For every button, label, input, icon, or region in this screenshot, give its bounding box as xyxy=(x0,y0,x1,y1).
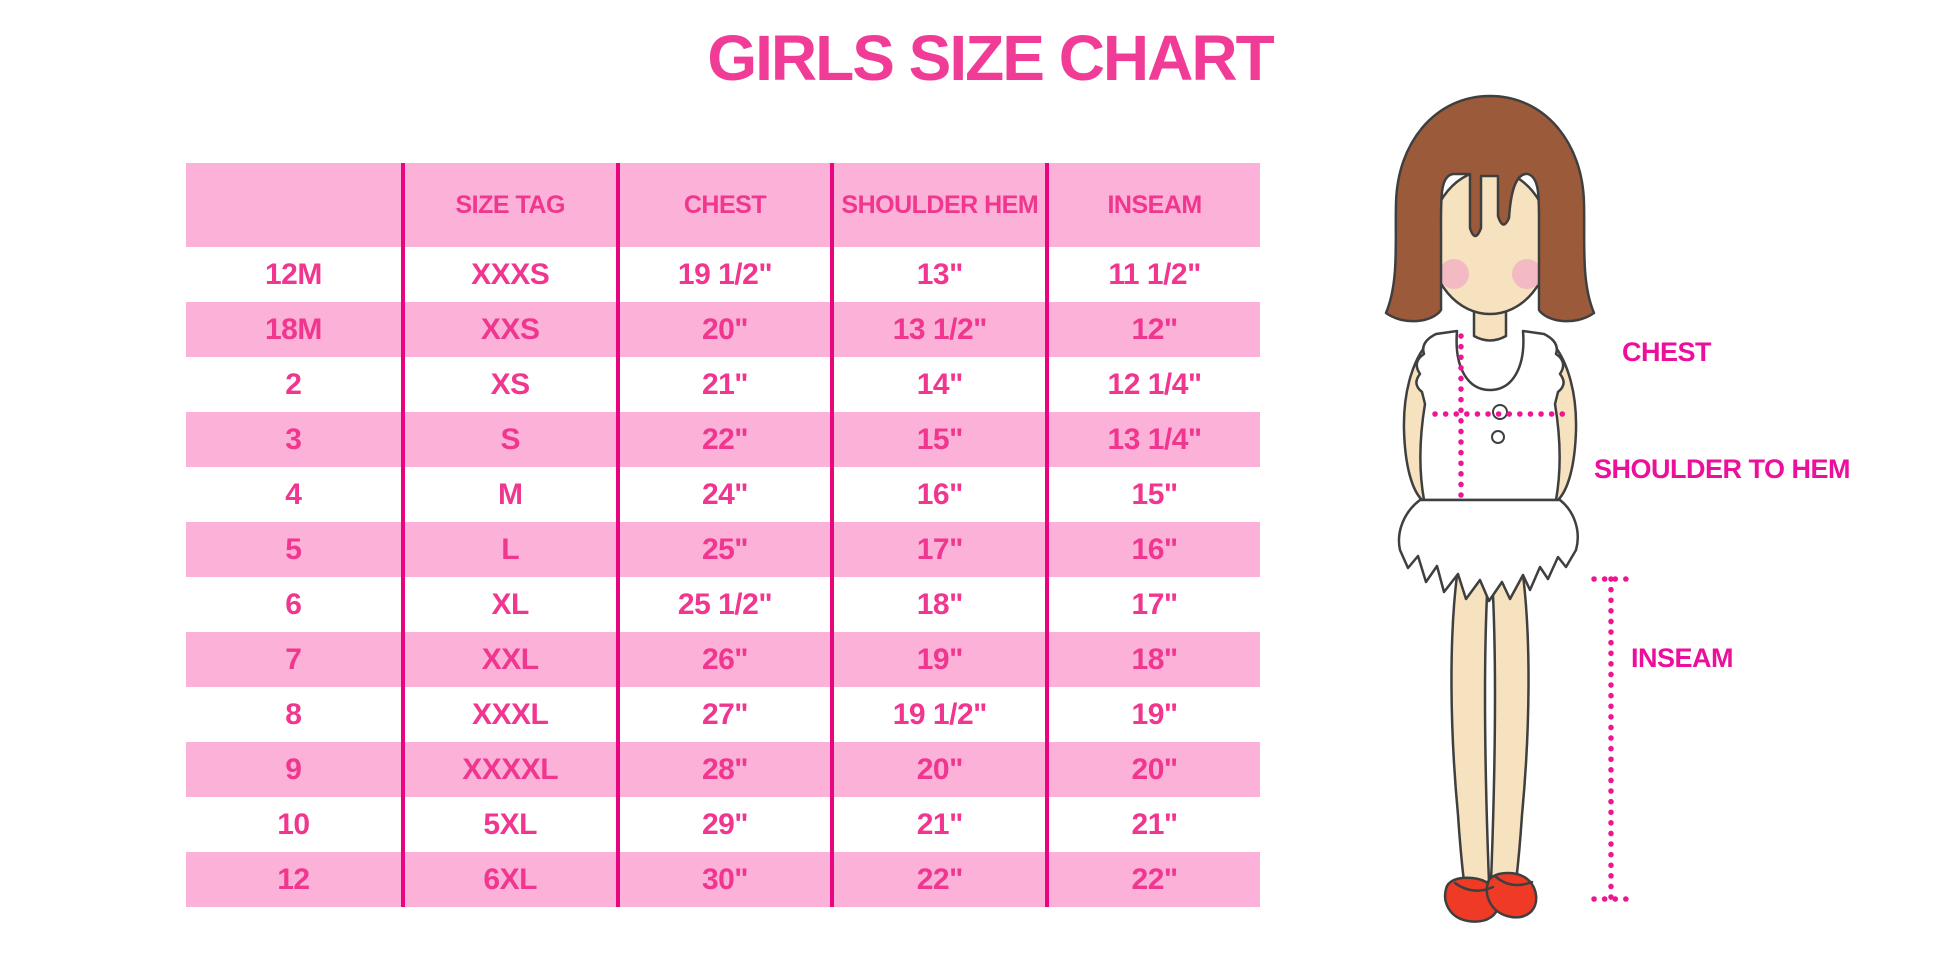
table-cell: 12 1/4" xyxy=(1045,357,1260,412)
table-cell: XS xyxy=(400,357,616,412)
header-cell: CHEST xyxy=(615,163,831,247)
table-cell: 22" xyxy=(830,852,1045,907)
table-cell: 18M xyxy=(264,312,322,346)
table-cell: XXXXL xyxy=(400,742,616,797)
table-cell: 15" xyxy=(1045,467,1260,522)
table-row: 18M XXS 20" 13 1/2" 12" xyxy=(186,302,1260,357)
blush-right xyxy=(1512,259,1542,289)
table-cell: 19 1/2" xyxy=(615,247,831,302)
table-cell: 26" xyxy=(615,632,831,687)
shoe-left-strap xyxy=(1453,881,1495,892)
table-cell: 25 1/2" xyxy=(615,577,831,632)
table-cell: 24" xyxy=(615,467,831,522)
table-row: 3 S 22" 15" 13 1/4" xyxy=(186,412,1260,467)
table-cell: 21" xyxy=(830,797,1045,852)
table-cell: 6XL xyxy=(400,852,616,907)
table-cell: 25" xyxy=(615,522,831,577)
table-cell: 19" xyxy=(1045,687,1260,742)
shoe-right-strap xyxy=(1494,875,1534,887)
table-cell: XXL xyxy=(400,632,616,687)
table-row: 10 5XL 29" 21" 21" xyxy=(186,797,1260,852)
page-title: GIRLS SIZE CHART xyxy=(707,22,1274,94)
table-cell: 20" xyxy=(830,742,1045,797)
table-row: 8 XXXL 27" 19 1/2" 19" xyxy=(186,687,1260,742)
girl-face xyxy=(1428,168,1552,316)
table-cell: 13 1/4" xyxy=(1045,412,1260,467)
table-header-row: SIZE TAG CHEST SHOULDER HEM INSEAM xyxy=(186,163,1260,247)
table-cell: S xyxy=(400,412,616,467)
blush-left xyxy=(1439,259,1469,289)
table-cell: 17" xyxy=(830,522,1045,577)
header-cell: SHOULDER HEM xyxy=(830,163,1045,247)
table-cell: 13" xyxy=(830,247,1045,302)
table-row: 5 L 25" 17" 16" xyxy=(186,522,1260,577)
table-cell: 21" xyxy=(615,357,831,412)
table-cell: 19" xyxy=(830,632,1045,687)
table-cell: 5XL xyxy=(400,797,616,852)
table-cell: 18" xyxy=(830,577,1045,632)
header-cell xyxy=(186,163,401,247)
table-cell: 22" xyxy=(1045,852,1260,907)
table-cell: 22" xyxy=(615,412,831,467)
table-cell: 29" xyxy=(615,797,831,852)
table-cell: XXS xyxy=(400,302,616,357)
girl-hair xyxy=(1384,94,1596,323)
table-cell: 15" xyxy=(830,412,1045,467)
header-cell: INSEAM xyxy=(1045,163,1260,247)
table-cell: 12" xyxy=(1045,302,1260,357)
table-cell: 12M xyxy=(264,257,322,291)
table-row: 6 XL 25 1/2" 18" 17" xyxy=(186,577,1260,632)
table-cell: 14" xyxy=(830,357,1045,412)
table-cell: 17" xyxy=(1045,577,1260,632)
table-row: 7 XXL 26" 19" 18" xyxy=(186,632,1260,687)
table-cell: 16" xyxy=(1045,522,1260,577)
table-cell: 7 xyxy=(285,642,302,676)
table-cell: 21" xyxy=(1045,797,1260,852)
table-row: 4 M 24" 16" 15" xyxy=(186,467,1260,522)
table-row: 12 6XL 30" 22" 22" xyxy=(186,852,1260,907)
girl-leg-right xyxy=(1489,573,1530,884)
girl-leg-left xyxy=(1450,573,1491,884)
table-cell: 4 xyxy=(285,477,302,511)
table-cell: 18" xyxy=(1045,632,1260,687)
table-cell: 19 1/2" xyxy=(830,687,1045,742)
table-cell: M xyxy=(400,467,616,522)
table-cell: 16" xyxy=(830,467,1045,522)
table-cell: 2 xyxy=(285,367,302,401)
table-row: 9 XXXXL 28" 20" 20" xyxy=(186,742,1260,797)
table-row: 2 XS 21" 14" 12 1/4" xyxy=(186,357,1260,412)
table-cell: 8 xyxy=(285,697,302,731)
table-cell: 11 1/2" xyxy=(1045,247,1260,302)
table-cell: 28" xyxy=(615,742,831,797)
table-cell: 9 xyxy=(285,752,302,786)
table-cell: 3 xyxy=(285,422,302,456)
inseam-label: INSEAM xyxy=(1631,643,1734,673)
top-button-2 xyxy=(1491,430,1505,444)
girl-skirt xyxy=(1397,498,1579,603)
table-cell: XXXL xyxy=(400,687,616,742)
size-chart-table: SIZE TAG CHEST SHOULDER HEM INSEAM 12M XXXS 19… xyxy=(186,163,1260,907)
table-row: 12M XXXS 19 1/2" 13" 11 1/2" xyxy=(186,247,1260,302)
table-cell: XL xyxy=(400,577,616,632)
chest-label: CHEST xyxy=(1622,337,1712,367)
header-cell: SIZE TAG xyxy=(400,163,616,247)
table-cell: 30" xyxy=(615,852,831,907)
table-cell: L xyxy=(400,522,616,577)
table-cell: 6 xyxy=(285,587,302,621)
table-cell: XXXS xyxy=(400,247,616,302)
table-cell: 5 xyxy=(285,532,302,566)
table-cell: 10 xyxy=(277,807,310,841)
shoulder-to-hem-label: SHOULDER TO HEM xyxy=(1594,454,1851,484)
table-cell: 27" xyxy=(615,687,831,742)
girl-illustration xyxy=(1384,94,1632,923)
table-cell: 12 xyxy=(277,862,310,896)
table-cell: 20" xyxy=(615,302,831,357)
table-cell: 13 1/2" xyxy=(830,302,1045,357)
table-cell: 20" xyxy=(1045,742,1260,797)
